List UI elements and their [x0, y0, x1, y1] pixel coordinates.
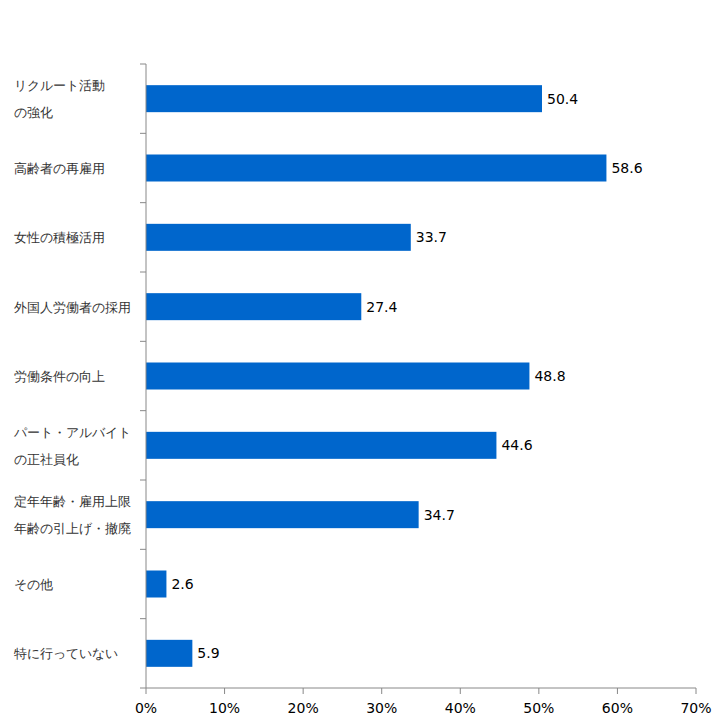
category-label: その他: [14, 577, 53, 592]
category-tick: [140, 341, 146, 342]
category-tick: [140, 549, 146, 550]
x-tick: [224, 688, 225, 694]
x-tick-label: 60%: [602, 700, 633, 716]
x-tick-label: 20%: [288, 700, 319, 716]
category-tick: [140, 480, 146, 481]
x-tick: [538, 688, 539, 694]
bar: [146, 293, 361, 320]
category-tick: [140, 202, 146, 203]
category-tick: [140, 618, 146, 619]
x-tick-label: 50%: [523, 700, 554, 716]
data-label: 44.6: [501, 437, 532, 453]
category-label: 労働条件の向上: [14, 369, 105, 384]
x-tick-label: 0%: [135, 700, 157, 716]
data-label: 33.7: [416, 229, 447, 245]
category-label: パート・アルバイトの正社員化: [13, 425, 131, 467]
x-tick: [303, 688, 304, 694]
x-axis-line: [146, 688, 696, 689]
bar: [146, 363, 529, 390]
category-label: 高齢者の再雇用: [14, 161, 105, 176]
bar: [146, 432, 496, 459]
category-label: 特に行っていない: [14, 646, 118, 661]
bar: [146, 640, 192, 667]
x-tick: [381, 688, 382, 694]
x-tick-label: 40%: [445, 700, 476, 716]
x-tick: [146, 688, 147, 694]
data-label: 34.7: [424, 507, 455, 523]
data-label: 58.6: [611, 160, 642, 176]
bar: [146, 571, 166, 598]
data-label: 27.4: [366, 299, 397, 315]
x-tick-label: 10%: [209, 700, 240, 716]
chart-container: 50.4 58.6 33.7 27.4 48.8 44.6 34.7 2.6 5.9 リクルート活…: [0, 0, 720, 720]
y-axis-line: [146, 64, 147, 688]
bar: [146, 85, 542, 112]
bar: [146, 155, 606, 182]
data-label: 5.9: [197, 645, 219, 661]
category-label: 外国人労働者の採用: [14, 300, 131, 315]
x-tick: [617, 688, 618, 694]
category-tick: [140, 133, 146, 134]
category-label: 女性の積極活用: [14, 230, 105, 245]
chart-svg: 50.4 58.6 33.7 27.4 48.8 44.6 34.7 2.6 5.9 リクルート活…: [0, 0, 720, 720]
category-label: 定年年齢・雇用上限年齢の引上げ・撤廃: [14, 494, 131, 536]
data-label: 48.8: [534, 368, 565, 384]
bars: [146, 85, 606, 667]
x-tick: [696, 688, 697, 694]
data-label: 2.6: [171, 576, 193, 592]
bar: [146, 501, 419, 528]
category-tick: [140, 64, 146, 65]
x-tick-label: 70%: [680, 700, 711, 716]
category-tick: [140, 272, 146, 273]
category-tick: [140, 410, 146, 411]
x-tick-label: 30%: [366, 700, 397, 716]
category-label: リクルート活動の強化: [14, 78, 105, 120]
bar: [146, 224, 411, 251]
data-label: 50.4: [547, 91, 578, 107]
x-tick: [460, 688, 461, 694]
category-tick: [140, 688, 146, 689]
